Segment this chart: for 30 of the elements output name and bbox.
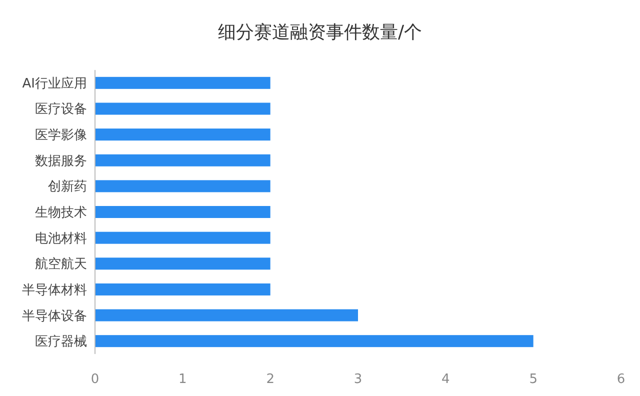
y-tick-label: 电池材料 [35,231,87,246]
y-tick-label: 半导体材料 [22,282,87,298]
x-tick-label: 6 [616,372,626,387]
chart-title: 细分赛道融资事件数量/个 [218,22,422,43]
bar [95,102,270,115]
y-tick-label: 创新药 [48,180,87,195]
bar [95,154,270,166]
bar [95,258,270,270]
x-tick-label: 5 [529,372,538,387]
bar [95,309,358,322]
y-tick-label: AI行业应用 [22,75,87,92]
bar [95,128,270,141]
bar [95,76,270,89]
bar [95,232,270,244]
bar [95,206,270,218]
y-tick-label: 生物技术 [35,206,87,220]
bar [95,180,270,192]
y-tick-label: 半导体设备 [22,308,87,324]
y-tick-label: 医学影像 [35,128,87,144]
bar [95,335,534,348]
x-tick-label: 1 [178,372,187,387]
bar [95,283,270,296]
y-tick-label: 医疗器械 [35,334,87,350]
x-tick-label: 0 [90,372,100,387]
y-tick-label: 航空航天 [35,257,87,272]
y-tick-label: 数据服务 [35,154,87,169]
x-tick-label: 3 [354,372,362,387]
y-tick-label: 医疗设备 [35,102,87,118]
x-tick-label: 2 [266,372,274,387]
x-tick-label: 4 [442,372,450,387]
